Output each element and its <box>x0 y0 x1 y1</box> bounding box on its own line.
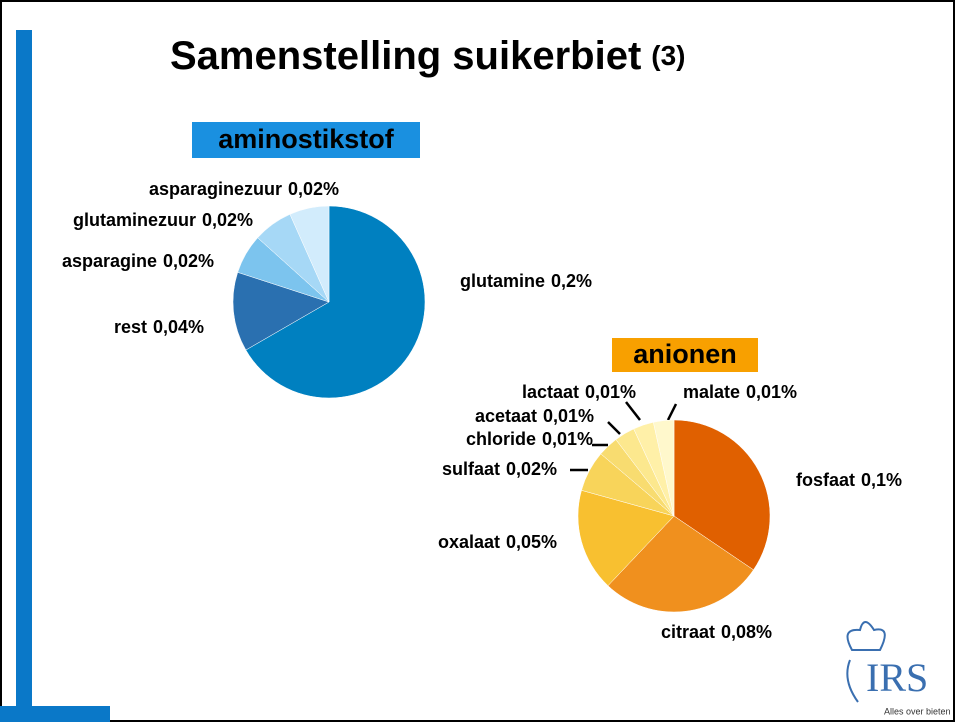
slice-label: citraat <box>661 622 715 642</box>
slice-label: chloride <box>466 429 536 449</box>
slice-value-label: 0,02% <box>202 210 253 230</box>
pie-slice <box>653 419 675 517</box>
logo-name: IRS <box>866 655 928 700</box>
logo-icon <box>846 621 886 703</box>
slice-value-label: 0,02% <box>288 179 339 199</box>
chart-title-box <box>192 122 420 158</box>
slice-label: rest <box>114 317 147 337</box>
pie-slice <box>673 419 771 571</box>
slice-label: asparaginezuur <box>149 179 282 199</box>
slide-accent <box>0 30 110 722</box>
slice-value-label: 0,01% <box>543 406 594 426</box>
slice-label: glutamine <box>460 271 545 291</box>
slice-value-label: 0,1% <box>861 470 902 490</box>
leader-line <box>625 401 641 421</box>
slice-value-label: 0,02% <box>506 459 557 479</box>
slice-label: asparagine <box>62 251 157 271</box>
leader-lines <box>570 401 678 472</box>
logo-tagline: Alles over bieten <box>884 706 951 716</box>
slice-value-label: 0,05% <box>506 532 557 552</box>
slice-value-label: 0,01% <box>746 382 797 402</box>
logo: IRS Alles over bieten <box>846 621 951 716</box>
pie-slice <box>607 515 754 613</box>
pie-slice <box>577 490 675 587</box>
chart-title: aminostikstof <box>218 124 395 154</box>
slide-title: Samenstelling suikerbiet (3) <box>170 34 686 78</box>
chart-title: anionen <box>633 339 737 369</box>
pie-slice <box>245 205 426 399</box>
slice-label: malate <box>683 382 740 402</box>
slice-value-label: 0,08% <box>721 622 772 642</box>
title-main: Samenstelling suikerbiet <box>170 34 641 78</box>
slice-value-label: 0,04% <box>153 317 204 337</box>
slice-value-label: 0,01% <box>585 382 636 402</box>
title-number: (3) <box>651 40 685 71</box>
slice-value-label: 0,2% <box>551 271 592 291</box>
slice-label: oxalaat <box>438 532 500 552</box>
slice-label: glutaminezuur <box>73 210 196 230</box>
leader-line <box>666 403 678 421</box>
pie-slice <box>232 272 330 351</box>
pie-slice <box>289 205 330 303</box>
slice-label: sulfaat <box>442 459 500 479</box>
slice-label: lactaat <box>522 382 579 402</box>
slice-value-label: 0,01% <box>542 429 593 449</box>
leader-line <box>607 421 621 435</box>
slice-value-label: 0,02% <box>163 251 214 271</box>
slice-label: acetaat <box>475 406 537 426</box>
slice-label: fosfaat <box>796 470 855 490</box>
chart-title-box <box>612 338 758 372</box>
